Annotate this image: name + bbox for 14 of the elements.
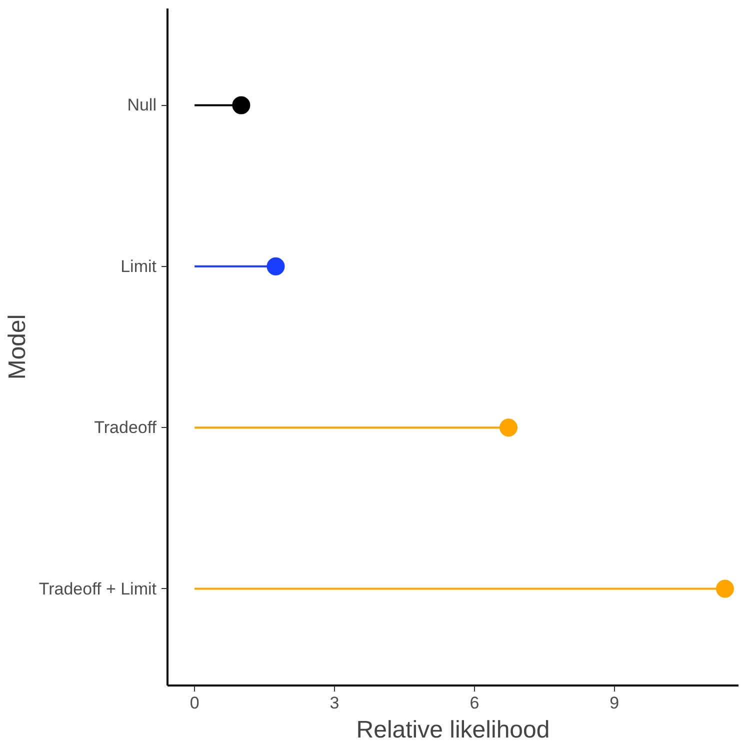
y-tick-label: Limit <box>120 256 157 276</box>
x-tick-label: 3 <box>330 694 340 712</box>
point <box>716 580 734 598</box>
x-tick-label: 0 <box>190 694 200 712</box>
y-tick-label: Tradeoff + Limit <box>38 579 157 598</box>
y-tick-label: Null <box>127 96 157 115</box>
y-tick-label: Tradeoff <box>94 418 157 438</box>
y-axis-title: Model <box>4 314 31 380</box>
point <box>500 418 518 437</box>
point <box>266 257 285 276</box>
x-axis-title: Relative likelihood <box>356 716 550 744</box>
point <box>232 96 250 114</box>
x-tick-label: 9 <box>610 694 620 712</box>
x-tick-label: 6 <box>470 694 480 712</box>
